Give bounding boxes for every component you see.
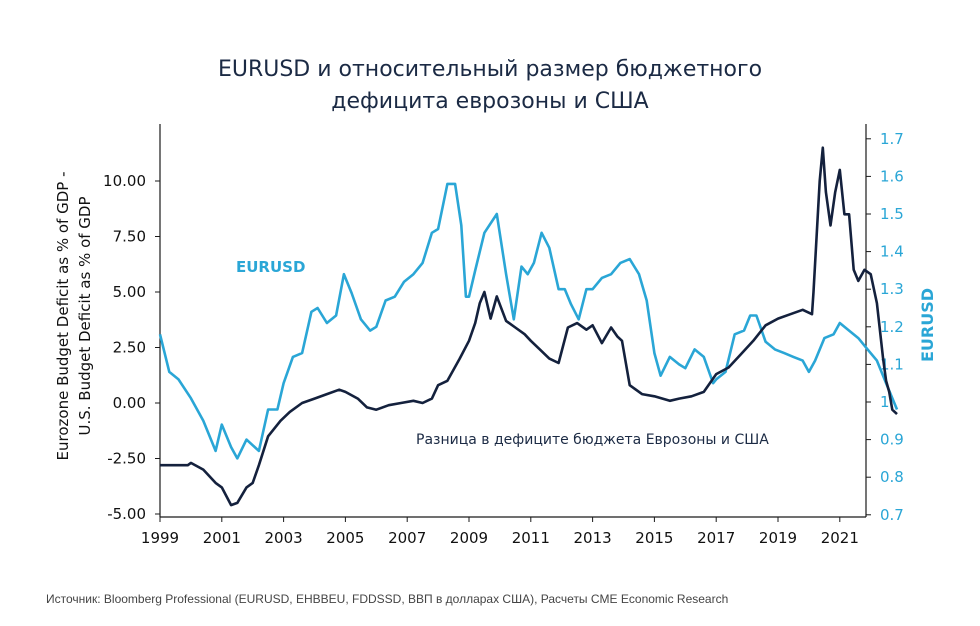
x-tick-label: 2003 bbox=[265, 529, 303, 547]
y-left-tick-label: 7.50 bbox=[113, 228, 146, 246]
x-tick-label: 2017 bbox=[697, 529, 735, 547]
x-tick-label: 2001 bbox=[203, 529, 241, 547]
series-line-deficit-difference bbox=[160, 146, 898, 507]
annotation-eurusd: EURUSD bbox=[236, 258, 305, 276]
y-right-tick-label: 0.9 bbox=[880, 431, 904, 449]
x-tick-label: 2005 bbox=[326, 529, 364, 547]
x-tick-label: 2013 bbox=[574, 529, 612, 547]
x-tick-label: 2019 bbox=[759, 529, 797, 547]
y-right-tick-label: 0.7 bbox=[880, 506, 904, 524]
y-left-tick-label: 0.00 bbox=[113, 394, 146, 412]
x-tick-label: 1999 bbox=[141, 529, 179, 547]
chart-title-line2: дефицита еврозоны и США bbox=[331, 89, 648, 114]
y-right-tick-label: 1 bbox=[880, 393, 890, 411]
x-tick-label: 2015 bbox=[635, 529, 673, 547]
y-axis-left-label-line1: Eurozone Budget Deficit as % of GDP - bbox=[54, 172, 72, 461]
y-left-tick-label: 10.00 bbox=[103, 172, 146, 190]
chart-title-line1: EURUSD и относительный размер бюджетного bbox=[218, 57, 762, 82]
series-line-eurusd bbox=[158, 182, 899, 460]
x-tick-label: 2007 bbox=[388, 529, 426, 547]
y-right-tick-label: 1.5 bbox=[880, 205, 904, 223]
y-left-tick-label: -5.00 bbox=[107, 505, 146, 523]
y-left-tick-label: 2.50 bbox=[113, 339, 146, 357]
y-axis-right-label: EURUSD bbox=[918, 288, 937, 362]
y-right-tick-label: 1.2 bbox=[880, 318, 904, 336]
axes bbox=[159, 124, 867, 518]
y-right-tick-label: 1.7 bbox=[880, 130, 904, 148]
y-left-tick-label: -2.50 bbox=[107, 450, 146, 468]
y-left-tick-label: 5.00 bbox=[113, 283, 146, 301]
y-right-tick-label: 1.1 bbox=[880, 355, 904, 373]
x-tick-label: 2011 bbox=[512, 529, 550, 547]
annotation-deficit-difference: Разница в дефиците бюджета Еврозоны и СШ… bbox=[416, 432, 769, 448]
y-right-tick-label: 1.4 bbox=[880, 243, 904, 261]
y-axis-left-label-line2: U.S. Budget Deficit as % of GDP bbox=[76, 196, 94, 435]
y-right-tick-label: 0.8 bbox=[880, 468, 904, 486]
x-tick-label: 2021 bbox=[821, 529, 859, 547]
x-tick-label: 2009 bbox=[450, 529, 488, 547]
y-right-tick-label: 1.3 bbox=[880, 280, 904, 298]
source-note: Источник: Bloomberg Professional (EURUSD… bbox=[46, 592, 728, 606]
y-right-tick-label: 1.6 bbox=[880, 167, 904, 185]
y-axis-left-ticks: 10.00 7.50 5.00 2.50 0.00 -2.50 -5.00 bbox=[103, 172, 160, 523]
y-axis-right-ticks: 1.7 1.6 1.5 1.4 1.3 1.2 1.1 1 0.9 0.8 0.7 bbox=[866, 130, 904, 524]
x-axis-ticks: 1999 2001 2003 2005 2007 2009 2011 2013 2015 2017… bbox=[141, 517, 859, 547]
